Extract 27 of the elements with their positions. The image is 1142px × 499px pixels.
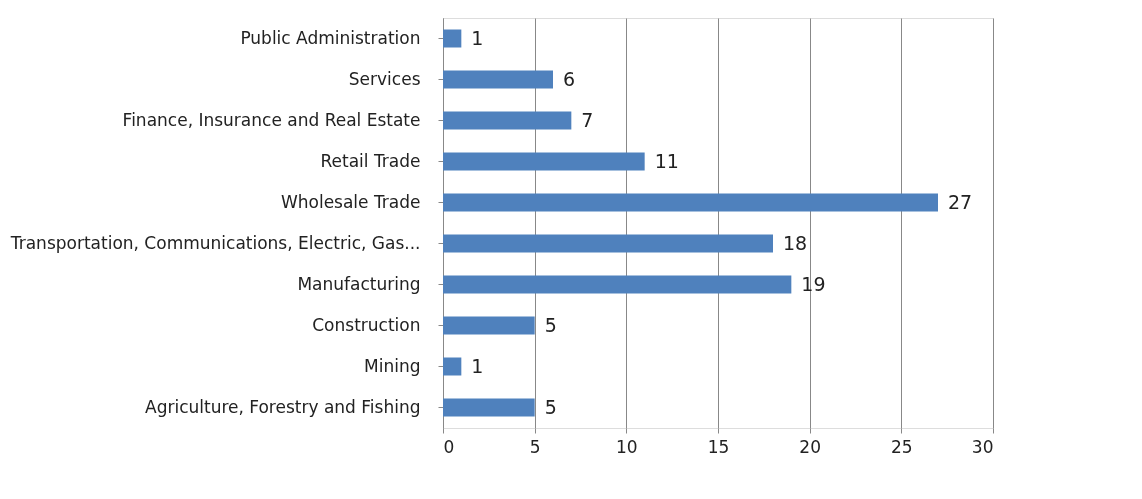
data-label: 18 [783, 231, 808, 254]
y-tick-label: Manufacturing [297, 273, 421, 294]
x-tick-label: 20 [799, 436, 821, 457]
x-tick-label: 10 [616, 436, 638, 457]
y-tick-label: Finance, Insurance and Real Estate [122, 109, 421, 130]
y-tick-label: Public Administration [240, 27, 421, 48]
data-label: 11 [654, 149, 679, 172]
y-tick-label: Agriculture, Forestry and Fishing [145, 396, 421, 417]
y-tick-label: Wholesale Trade [280, 191, 421, 212]
y-tick-label: Transportation, Communications, Electric, Gas... [9, 232, 421, 253]
data-label: 1 [471, 26, 484, 49]
x-tick-label: 30 [971, 436, 994, 457]
y-tick-label: Services [348, 68, 421, 89]
y-tick-label: Retail Trade [320, 150, 421, 171]
data-label: 1 [471, 354, 484, 377]
data-label: 6 [563, 67, 576, 90]
data-label: 7 [581, 108, 594, 131]
x-tick-label: 5 [529, 436, 541, 457]
x-tick-label: 15 [707, 436, 730, 457]
y-tick-label: Mining [364, 355, 421, 376]
data-label: 19 [801, 272, 826, 295]
data-label: 5 [544, 395, 557, 418]
y-tick-label: Construction [312, 314, 421, 335]
x-tick-label: 0 [443, 436, 455, 457]
x-tick-label: 25 [891, 436, 913, 457]
data-label: 27 [948, 190, 973, 213]
data-label: 5 [544, 313, 557, 336]
